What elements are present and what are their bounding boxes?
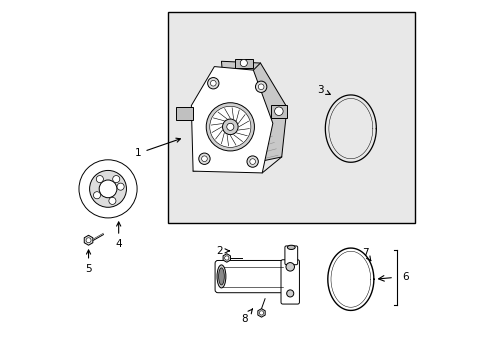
Circle shape (109, 197, 116, 204)
Circle shape (209, 106, 250, 147)
Text: 1: 1 (135, 138, 180, 158)
Ellipse shape (287, 245, 295, 249)
Bar (176, 107, 193, 120)
FancyBboxPatch shape (215, 260, 291, 293)
Polygon shape (223, 254, 230, 262)
Circle shape (112, 176, 120, 183)
FancyBboxPatch shape (285, 246, 297, 265)
Text: 6: 6 (402, 273, 408, 283)
Polygon shape (84, 235, 93, 245)
Circle shape (207, 77, 219, 89)
Circle shape (285, 262, 294, 271)
Circle shape (206, 103, 254, 151)
Circle shape (258, 84, 264, 90)
Circle shape (201, 156, 207, 162)
Text: 5: 5 (85, 250, 92, 274)
Circle shape (222, 119, 238, 135)
Bar (168, 12, 414, 222)
Text: 4: 4 (115, 222, 122, 249)
Circle shape (240, 59, 247, 67)
Circle shape (249, 159, 255, 165)
Circle shape (89, 170, 126, 207)
Polygon shape (191, 67, 272, 173)
Circle shape (246, 156, 258, 167)
Ellipse shape (217, 265, 225, 288)
Circle shape (259, 311, 263, 315)
Circle shape (86, 238, 91, 243)
Circle shape (210, 80, 216, 86)
Circle shape (226, 123, 233, 130)
Circle shape (255, 81, 266, 93)
FancyBboxPatch shape (281, 260, 299, 304)
Bar (234, 59, 252, 68)
Circle shape (286, 290, 293, 297)
Circle shape (79, 160, 137, 218)
Bar (270, 104, 286, 118)
Polygon shape (257, 309, 264, 317)
Circle shape (99, 180, 117, 198)
Text: 8: 8 (241, 309, 252, 324)
Text: 2: 2 (216, 246, 229, 256)
Circle shape (198, 153, 210, 165)
Polygon shape (221, 61, 286, 168)
Circle shape (96, 176, 103, 183)
Circle shape (117, 183, 124, 190)
Circle shape (93, 192, 101, 199)
Text: 3: 3 (317, 85, 329, 95)
Text: 7: 7 (361, 248, 370, 261)
Circle shape (224, 256, 228, 260)
Circle shape (274, 107, 283, 116)
Ellipse shape (218, 268, 224, 285)
